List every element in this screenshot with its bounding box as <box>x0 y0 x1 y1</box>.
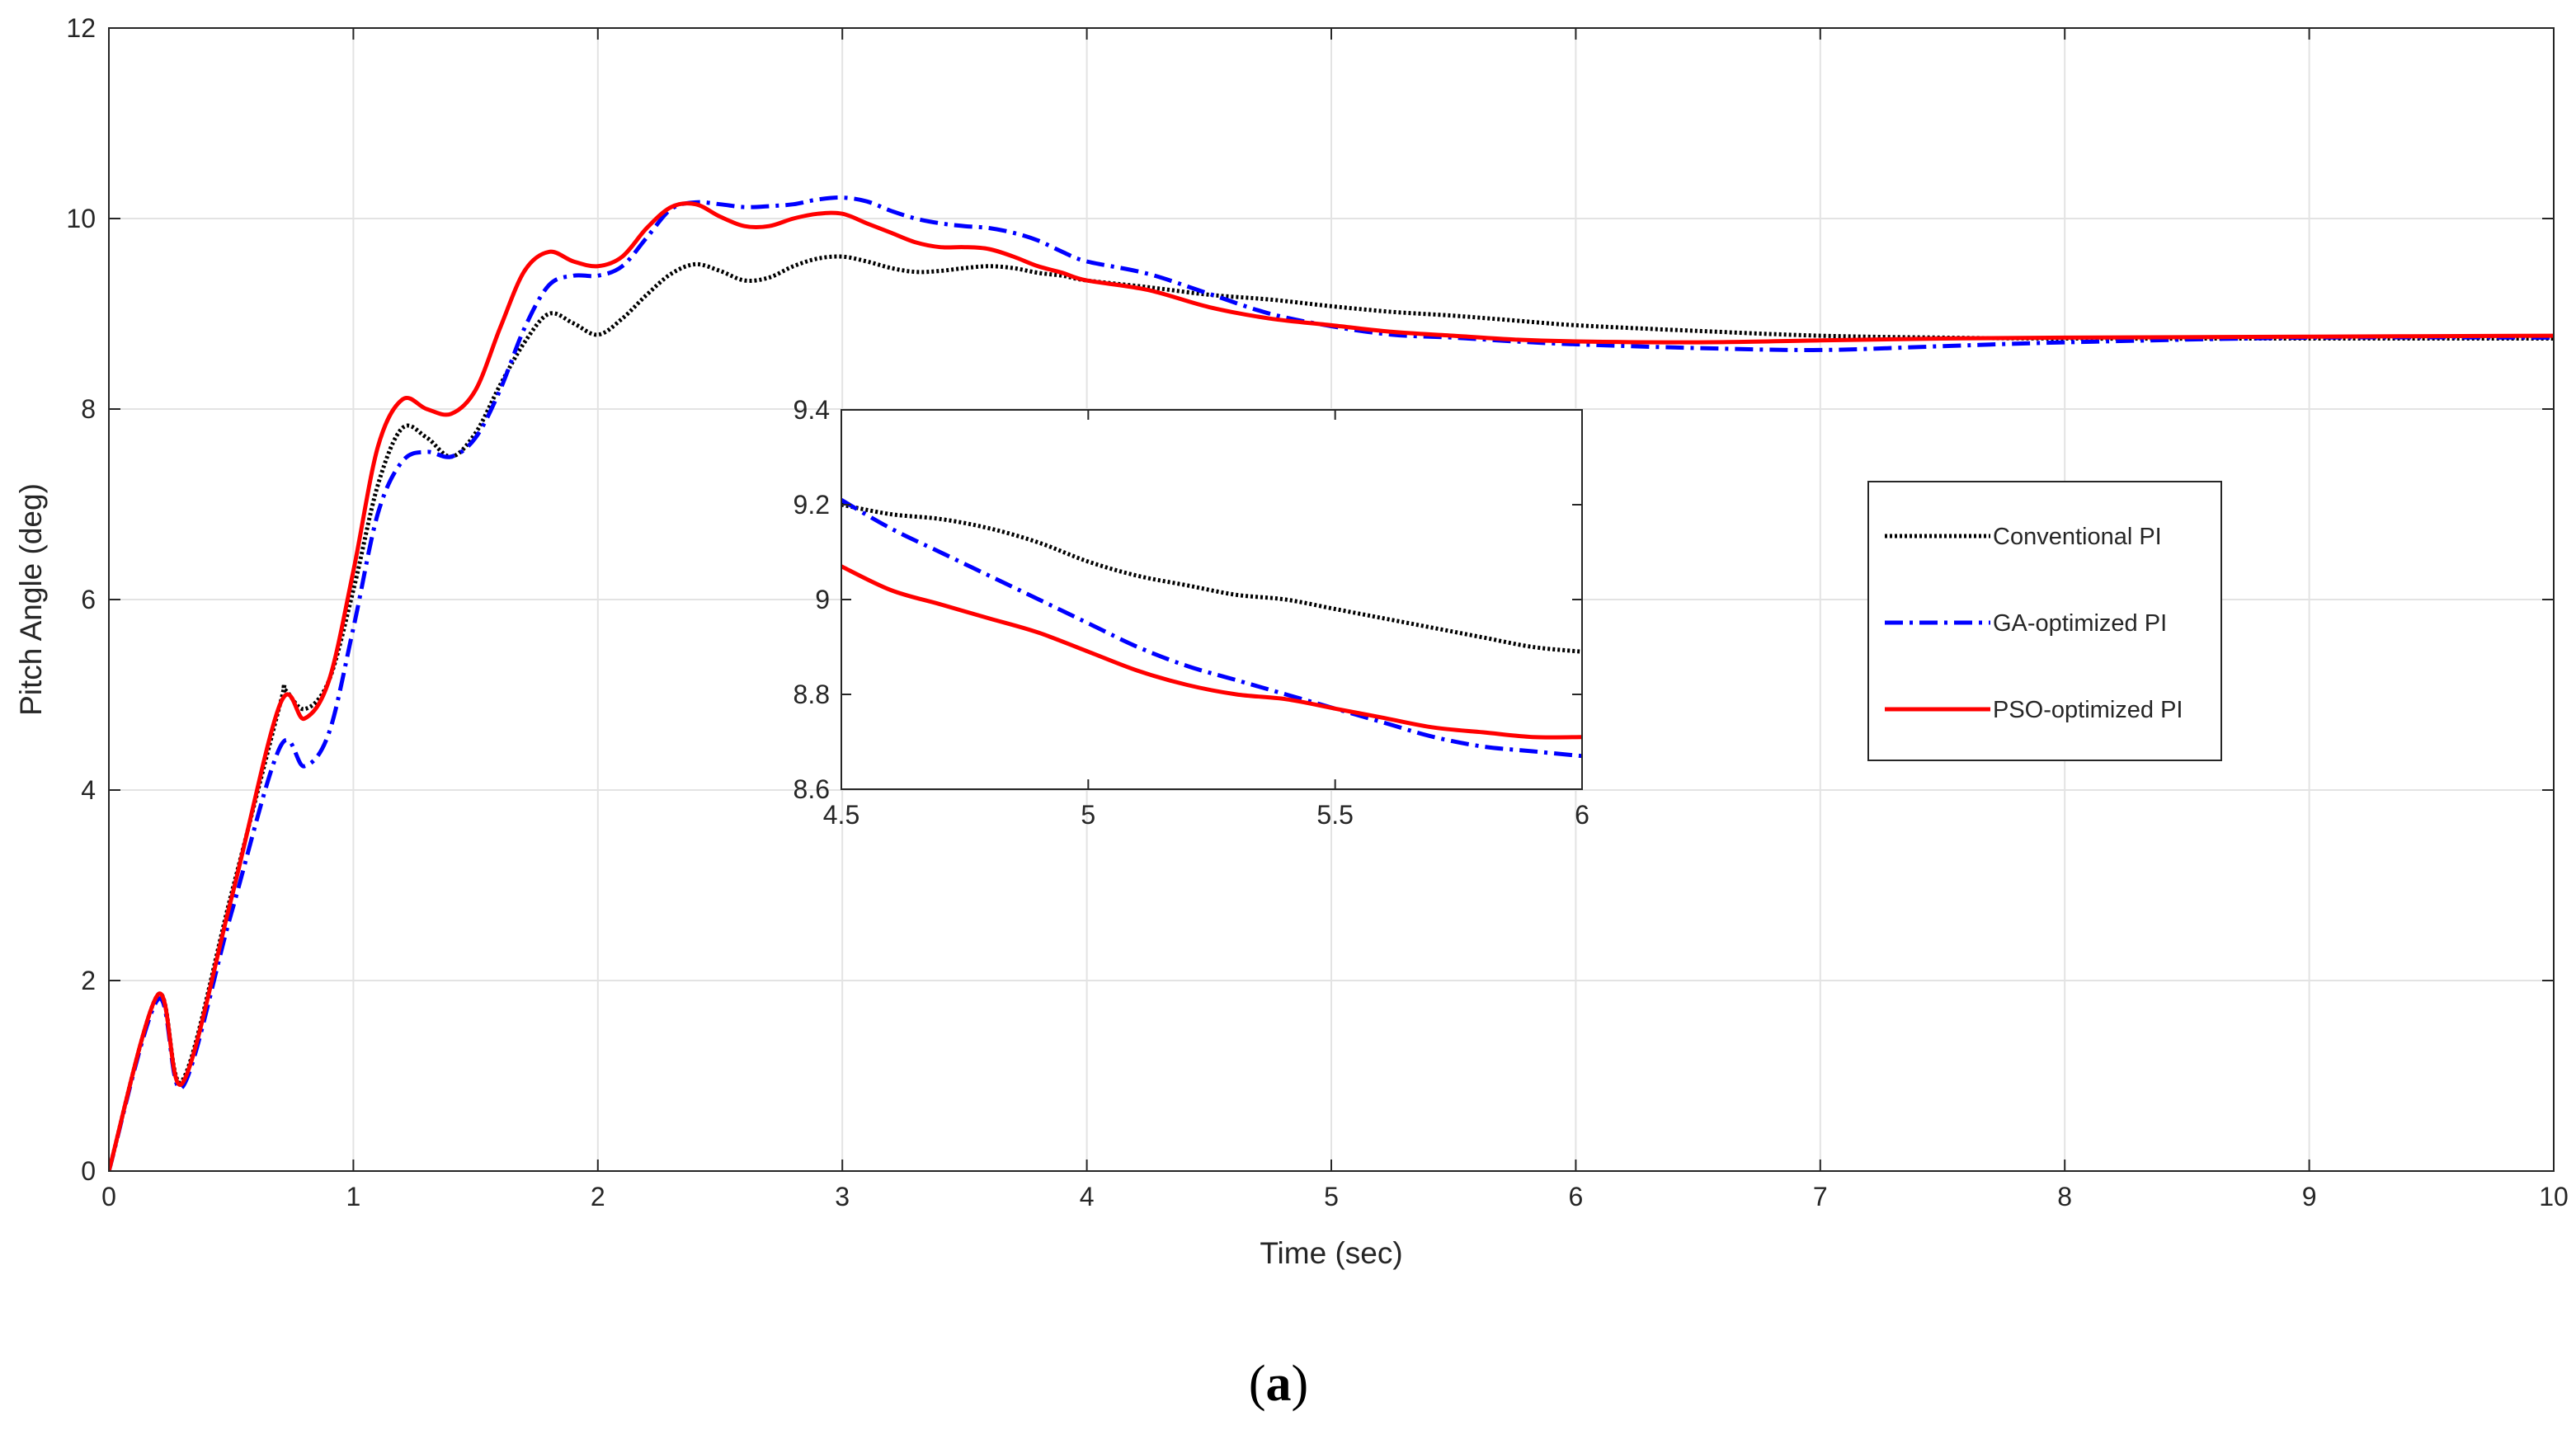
inset-series-pso-optimized-pi <box>841 564 1582 740</box>
y-tick-label: 4 <box>81 775 96 805</box>
inset-series-ga-optimized-pi <box>841 498 1582 759</box>
inset-x-tick-label: 4.5 <box>823 800 859 830</box>
x-tick-label: 3 <box>835 1182 850 1211</box>
main-series-group <box>109 195 2554 1171</box>
y-tick-label: 0 <box>81 1156 96 1186</box>
legend-label-conventional: Conventional PI <box>1993 524 2162 550</box>
caption-close-paren: ) <box>1292 1356 1309 1412</box>
x-tick-label: 10 <box>2539 1182 2569 1211</box>
inset-y-tick-label: 8.8 <box>794 680 830 709</box>
y-axis-label: Pitch Angle (deg) <box>14 483 48 716</box>
caption-open-paren: ( <box>1249 1356 1266 1412</box>
caption-letter: a <box>1266 1356 1292 1412</box>
inset-x-tick-label: 6 <box>1575 800 1589 830</box>
legend-label-pso: PSO-optimized PI <box>1993 697 2183 723</box>
y-tick-label: 10 <box>66 204 96 233</box>
x-tick-label: 8 <box>2057 1182 2072 1211</box>
inset-series-group <box>841 498 1582 759</box>
main-series-ga-optimized-pi <box>109 195 2554 1171</box>
x-tick-label: 2 <box>591 1182 605 1211</box>
y-tick-label: 6 <box>81 585 96 614</box>
x-tick-label: 9 <box>2302 1182 2317 1211</box>
inset-y-tick-label: 8.6 <box>794 774 830 804</box>
legend: Conventional PI GA-optimized PI PSO-opti… <box>1867 481 2222 761</box>
legend-entry-conventional: Conventional PI <box>1885 524 2162 550</box>
y-tick-label: 8 <box>81 394 96 424</box>
inset-x-tick-label: 5 <box>1081 800 1095 830</box>
inset-y-tick-label: 9.4 <box>794 395 830 425</box>
x-tick-label: 7 <box>1813 1182 1828 1211</box>
x-tick-label: 5 <box>1324 1182 1339 1211</box>
inset-ticks: 4.5 5 5.5 6 8.6 8.8 9 9.2 9.4 <box>794 395 1589 830</box>
figure-caption: (a) <box>1249 1356 1308 1412</box>
legend-label-ga: GA-optimized PI <box>1993 610 2167 637</box>
inset-x-tick-label: 5.5 <box>1316 800 1353 830</box>
legend-entry-pso: PSO-optimized PI <box>1885 697 2183 723</box>
inset-series-conventional-pi <box>841 502 1582 654</box>
x-tick-label: 0 <box>101 1182 116 1211</box>
y-tick-label: 12 <box>66 13 96 43</box>
x-axis-label: Time (sec) <box>1260 1236 1402 1270</box>
y-tick-label: 2 <box>81 966 96 995</box>
x-tick-label: 6 <box>1569 1182 1584 1211</box>
x-tick-label: 4 <box>1080 1182 1095 1211</box>
legend-entry-ga: GA-optimized PI <box>1885 610 2167 637</box>
inset-plot-area <box>841 410 1582 789</box>
inset-y-tick-label: 9 <box>815 585 830 614</box>
x-tick-label: 1 <box>346 1182 361 1211</box>
inset-y-tick-label: 9.2 <box>794 490 830 520</box>
main-series-pso-optimized-pi <box>109 201 2554 1171</box>
